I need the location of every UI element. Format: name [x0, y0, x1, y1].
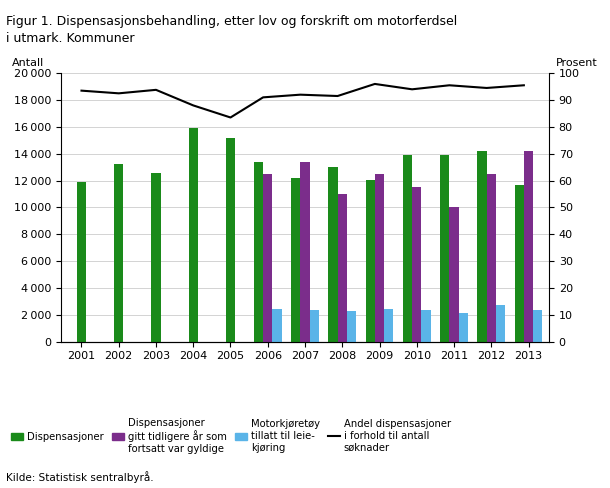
Legend: Dispensasjoner, Dispensasjoner
gitt tidligere år som
fortsatt var gyldige, Motor: Dispensasjoner, Dispensasjoner gitt tidl…	[11, 418, 451, 454]
Bar	[300, 163, 310, 342]
Text: Kilde: Statistisk sentralbyrå.: Kilde: Statistisk sentralbyrå.	[6, 471, 154, 483]
Bar	[188, 128, 198, 342]
Bar	[347, 311, 356, 342]
Text: Prosent: Prosent	[556, 58, 598, 68]
Bar	[328, 167, 337, 342]
Bar	[487, 174, 496, 342]
Bar	[77, 182, 86, 342]
Bar	[151, 172, 160, 342]
Bar	[263, 174, 273, 342]
Bar	[450, 207, 459, 342]
Bar	[365, 180, 375, 342]
Bar	[254, 162, 263, 342]
Bar	[524, 151, 533, 342]
Bar	[273, 309, 282, 342]
Bar	[422, 310, 431, 342]
Bar	[477, 151, 487, 342]
Bar	[226, 138, 235, 342]
Bar	[440, 155, 450, 342]
Bar	[310, 310, 319, 342]
Bar	[496, 305, 505, 342]
Bar	[375, 174, 384, 342]
Bar	[515, 184, 524, 342]
Bar	[459, 313, 468, 342]
Text: Antall: Antall	[12, 58, 45, 68]
Bar	[384, 309, 393, 342]
Bar	[412, 187, 422, 342]
Bar	[337, 194, 347, 342]
Bar	[291, 178, 300, 342]
Bar	[403, 155, 412, 342]
Bar	[114, 164, 123, 342]
Bar	[533, 310, 542, 342]
Text: Figur 1. Dispensasjonsbehandling, etter lov og forskrift om motorferdsel
i utmar: Figur 1. Dispensasjonsbehandling, etter …	[6, 15, 458, 44]
